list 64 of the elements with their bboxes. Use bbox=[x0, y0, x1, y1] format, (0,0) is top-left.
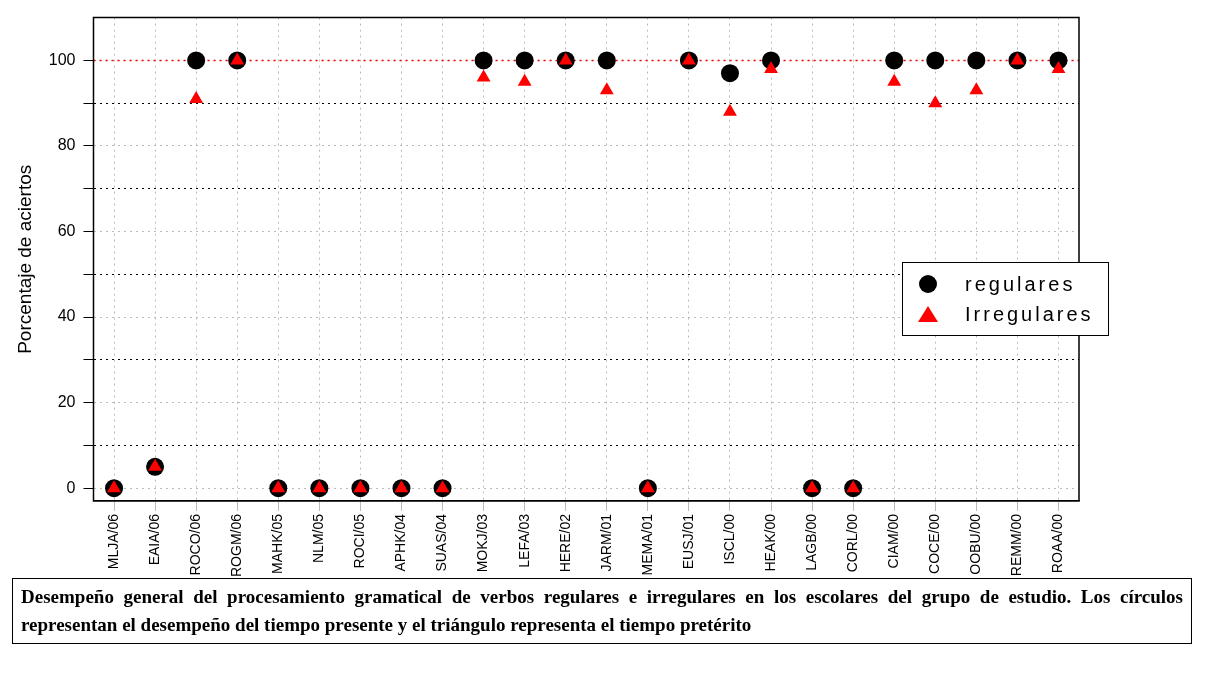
point bbox=[230, 52, 245, 65]
y-tick-label: 80 bbox=[57, 136, 76, 154]
point bbox=[640, 480, 655, 493]
x-tick-label: NLM/05 bbox=[310, 513, 327, 564]
x-tick-label: JARM/01 bbox=[597, 513, 614, 572]
x-tick-label: ROCI/05 bbox=[351, 513, 368, 569]
legend-label: regulares bbox=[965, 272, 1076, 296]
x-tick-label: CORL/00 bbox=[844, 513, 861, 573]
point bbox=[681, 52, 696, 65]
point bbox=[189, 90, 204, 103]
point bbox=[435, 480, 450, 493]
point bbox=[720, 64, 739, 83]
point bbox=[928, 95, 943, 108]
point bbox=[846, 480, 861, 493]
point bbox=[515, 51, 534, 70]
point bbox=[926, 51, 945, 70]
point bbox=[271, 480, 286, 493]
point bbox=[969, 82, 984, 95]
point bbox=[148, 458, 163, 471]
x-tick-label: MLJA/06 bbox=[104, 513, 121, 570]
x-tick-label: APHK/04 bbox=[392, 513, 409, 572]
point bbox=[967, 51, 986, 70]
y-axis-title: Porcentaje de aciertos bbox=[13, 164, 35, 354]
x-tick-label: ROAA/00 bbox=[1049, 513, 1066, 574]
point bbox=[312, 480, 327, 493]
point bbox=[805, 480, 820, 493]
x-tick-label: HERE/02 bbox=[556, 513, 573, 573]
x-tick-label: HEAK/00 bbox=[761, 513, 778, 572]
point bbox=[394, 480, 409, 493]
y-tick-label: 100 bbox=[48, 50, 76, 68]
x-tick-label: SUAS/04 bbox=[433, 513, 450, 572]
x-tick-label: MEMA/01 bbox=[638, 513, 655, 576]
y-tick-label: 20 bbox=[57, 393, 76, 410]
point bbox=[353, 480, 368, 493]
x-tick-label: MOKJ/03 bbox=[474, 513, 491, 573]
x-tick-label: LAGB/00 bbox=[802, 513, 819, 571]
x-tick-label: ROGM/06 bbox=[228, 513, 245, 577]
y-tick-label: 60 bbox=[57, 221, 76, 239]
x-tick-label: REMM/00 bbox=[1008, 513, 1025, 577]
x-tick-label: LEFA/03 bbox=[515, 513, 532, 568]
point bbox=[597, 51, 616, 70]
point bbox=[1051, 60, 1066, 73]
x-tick-label: CIAM/00 bbox=[885, 513, 902, 569]
point bbox=[474, 51, 493, 70]
x-tick-label: COCE/00 bbox=[926, 513, 943, 574]
y-tick-label: 40 bbox=[57, 307, 76, 325]
point bbox=[599, 82, 614, 95]
x-tick-label: MAHK/05 bbox=[269, 513, 286, 574]
text: Desempeño general del procesamiento gramatical de verbos regulares e irregulares en los escolares del grupo de estudio. Los círculos representan el desempeño del tiempo presente y el triángulo representa el tiempo pretérito bbox=[21, 585, 1183, 637]
point bbox=[723, 103, 737, 116]
point bbox=[476, 69, 491, 82]
point bbox=[1010, 52, 1025, 65]
x-tick-label: EUSJ/01 bbox=[679, 513, 696, 570]
point bbox=[517, 73, 532, 86]
point bbox=[187, 51, 206, 70]
y-tick-label: 0 bbox=[66, 478, 76, 496]
x-tick-label: ROCO/06 bbox=[187, 513, 204, 576]
legend-label: Irregulares bbox=[965, 302, 1094, 326]
x-tick-label: ISCL/00 bbox=[720, 513, 737, 565]
point bbox=[887, 73, 902, 86]
x-tick-label: OOBU/00 bbox=[967, 513, 984, 575]
point bbox=[558, 52, 573, 65]
x-tick-label: EAIA/06 bbox=[145, 513, 162, 566]
point bbox=[885, 51, 904, 70]
